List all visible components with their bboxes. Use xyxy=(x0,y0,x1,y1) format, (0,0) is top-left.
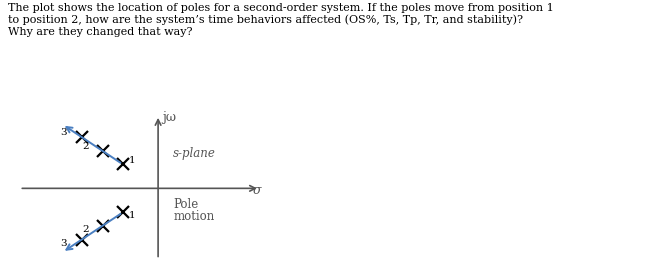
Text: motion: motion xyxy=(173,210,214,223)
Text: 3: 3 xyxy=(60,128,67,137)
Text: The plot shows the location of poles for a second-order system. If the poles mov: The plot shows the location of poles for… xyxy=(8,3,554,37)
Text: 1: 1 xyxy=(129,156,136,165)
Text: σ: σ xyxy=(252,184,261,197)
Text: jω: jω xyxy=(162,111,176,124)
Text: s-plane: s-plane xyxy=(173,147,216,160)
Text: 2: 2 xyxy=(82,143,89,151)
Text: 3: 3 xyxy=(60,238,67,247)
Text: 2: 2 xyxy=(82,225,89,234)
Text: Pole: Pole xyxy=(173,198,199,211)
Text: 1: 1 xyxy=(129,211,136,220)
